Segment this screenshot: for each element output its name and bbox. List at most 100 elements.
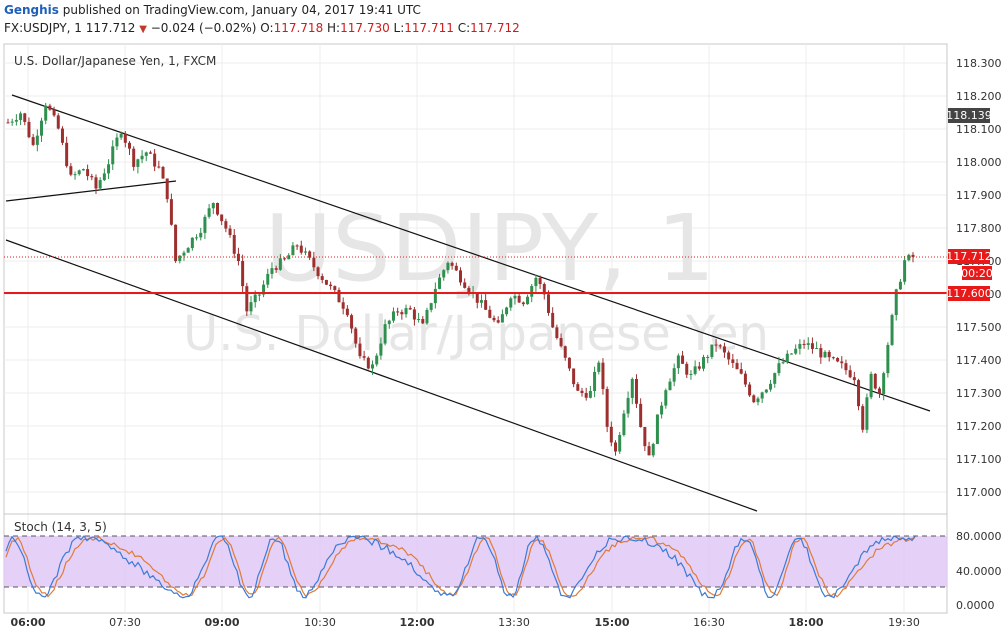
candle-body <box>14 119 18 122</box>
candle-body <box>593 371 597 392</box>
candle-body <box>622 413 626 435</box>
candle-body <box>903 260 907 282</box>
candle-body <box>140 155 144 160</box>
candle-body <box>253 294 257 303</box>
candle-body <box>651 443 655 456</box>
candle-body <box>534 277 538 287</box>
candle-body <box>647 446 651 456</box>
candle-body <box>387 320 391 325</box>
candle-body <box>773 373 777 384</box>
candle-body <box>354 328 358 344</box>
candle-body <box>676 355 680 369</box>
stoch-label: Stoch (14, 3, 5) <box>14 520 107 534</box>
candle-body <box>375 355 379 365</box>
candle-body <box>655 414 659 444</box>
candle-body <box>77 170 81 175</box>
price-tick: 117.200 <box>956 420 1002 433</box>
candle-body <box>429 303 433 310</box>
candle-body <box>542 284 546 295</box>
time-tick: 15:00 <box>594 616 629 629</box>
candle-body <box>727 352 731 360</box>
candle-body <box>597 362 601 372</box>
price-axis[interactable]: 118.300 118.200 118.100 118.000 117.900 117.8… <box>956 57 1002 499</box>
price-tick: 118.300 <box>956 57 1002 70</box>
candle-body <box>178 255 182 262</box>
time-tick: 07:30 <box>109 616 141 629</box>
candle-body <box>907 254 911 261</box>
candle-body <box>119 133 123 138</box>
candle-body <box>358 343 362 357</box>
trendline[interactable] <box>5 180 177 202</box>
candle-body <box>492 317 496 321</box>
candle-body <box>425 309 429 324</box>
candle-body <box>693 366 697 374</box>
chart-title: U.S. Dollar/Japanese Yen, 1, FXCM <box>14 54 216 68</box>
price-tick: 117.500 <box>956 321 1002 334</box>
candle-body <box>396 311 400 313</box>
down-arrow-icon: ▼ <box>139 24 147 35</box>
author-link[interactable]: Genghis <box>4 3 59 17</box>
candle-body <box>165 178 169 200</box>
candle-body <box>245 286 249 312</box>
candle-body <box>161 167 165 179</box>
time-tick: 10:30 <box>304 616 336 629</box>
candle-body <box>132 148 136 167</box>
candle-body <box>752 395 756 403</box>
candle-body <box>555 327 559 339</box>
time-tick: 09:00 <box>204 616 239 629</box>
candle-body <box>270 268 274 274</box>
candle-body <box>102 173 106 181</box>
candle-body <box>404 308 408 315</box>
candle-body <box>291 245 295 256</box>
candle-body <box>718 345 722 347</box>
high-marker-bg <box>948 108 990 123</box>
candle-body <box>626 397 630 414</box>
candle-body <box>391 311 395 321</box>
time-tick: 13:30 <box>498 616 530 629</box>
chart-frame <box>3 43 948 614</box>
candle-body <box>785 353 789 363</box>
candle-body <box>362 356 366 358</box>
trendline[interactable] <box>11 94 931 412</box>
candle-body <box>450 262 454 266</box>
candle-body <box>639 403 643 428</box>
stoch-d-line <box>5 536 916 598</box>
trendlines[interactable] <box>5 94 931 512</box>
candle-body <box>743 373 747 385</box>
candle-body <box>873 373 877 389</box>
price-tick: 118.100 <box>956 123 1002 136</box>
candle-body <box>320 276 324 280</box>
candle-body <box>530 286 534 297</box>
publish-text: published on TradingView.com, January 04… <box>58 3 421 17</box>
stoch-tick-80: 80.0000 <box>956 530 1002 543</box>
candle-body <box>710 344 714 357</box>
candle-body <box>94 177 98 189</box>
trendline[interactable] <box>5 239 758 512</box>
watermark-symbol: USDJPY, 1 <box>265 195 715 302</box>
candle-body <box>90 176 94 178</box>
candle-body <box>324 279 328 285</box>
high-marker-label: 118.139 <box>946 109 992 122</box>
open-value: 117.718 <box>273 21 324 35</box>
candle-body <box>567 357 571 369</box>
candle-body <box>660 405 664 415</box>
candle-body <box>295 245 299 247</box>
candle-body <box>685 363 689 375</box>
time-axis[interactable]: 06:00 07:30 09:00 10:30 12:00 13:30 15:00 16:30… <box>10 616 919 629</box>
candle-body <box>417 318 421 320</box>
candle-body <box>98 180 102 189</box>
candle-body <box>31 137 35 145</box>
candle-body <box>815 348 819 350</box>
time-tick: 12:00 <box>399 616 434 629</box>
candle-body <box>203 216 207 233</box>
price-tick: 117.800 <box>956 222 1002 235</box>
candle-body <box>509 298 513 308</box>
price-tick: 118.000 <box>956 156 1002 169</box>
candle-body <box>65 142 69 167</box>
candle-body <box>911 254 915 257</box>
candle-body <box>831 357 835 359</box>
candle-body <box>819 348 823 358</box>
candles <box>6 102 915 458</box>
candle-body <box>467 287 471 293</box>
